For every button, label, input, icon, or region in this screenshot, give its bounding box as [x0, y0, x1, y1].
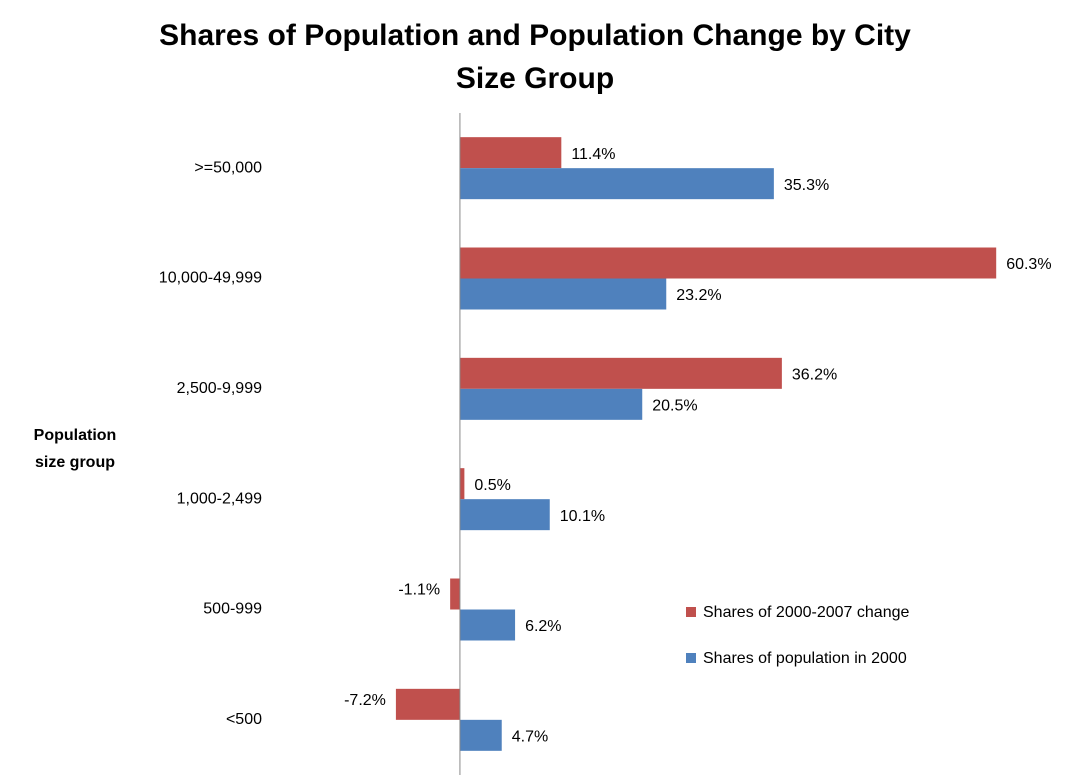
data-label: 60.3%	[1006, 256, 1051, 273]
data-label: 35.3%	[784, 177, 829, 194]
y-tick-label: 1,000-2,499	[177, 490, 263, 507]
bar	[459, 357, 782, 389]
data-label: 11.4%	[571, 146, 615, 163]
legend-swatch	[686, 607, 696, 617]
legend-label: Shares of 2000-2007 change	[703, 604, 909, 621]
data-label: 20.5%	[652, 398, 697, 415]
data-label: 0.5%	[474, 477, 510, 494]
bar	[459, 719, 502, 751]
bar	[459, 247, 997, 279]
legend-label: Shares of population in 2000	[703, 650, 907, 667]
bar	[459, 388, 643, 420]
data-label: 23.2%	[676, 287, 721, 304]
bar	[459, 278, 667, 310]
y-tick-label: >=50,000	[194, 159, 262, 176]
y-tick-label: 500-999	[203, 601, 262, 618]
bar	[459, 468, 465, 500]
y-axis-title: Population size group	[33, 427, 117, 471]
bar	[459, 499, 550, 531]
legend-swatch	[686, 653, 696, 663]
data-label: 6.2%	[525, 618, 561, 635]
data-label: -7.2%	[344, 692, 386, 709]
y-tick-label: <500	[226, 711, 262, 728]
bar	[450, 578, 460, 610]
data-label: -1.1%	[398, 582, 440, 599]
bar	[459, 168, 774, 200]
y-tick-label: 10,000-49,999	[159, 270, 262, 287]
bar	[395, 688, 460, 720]
bar	[459, 137, 562, 169]
bar	[459, 609, 516, 641]
data-label: 4.7%	[512, 729, 548, 746]
y-tick-label: 2,500-9,999	[177, 380, 263, 397]
data-label: 36.2%	[792, 367, 837, 384]
data-label: 10.1%	[560, 508, 605, 525]
chart-title: Shares of Population and Population Chan…	[159, 19, 911, 95]
